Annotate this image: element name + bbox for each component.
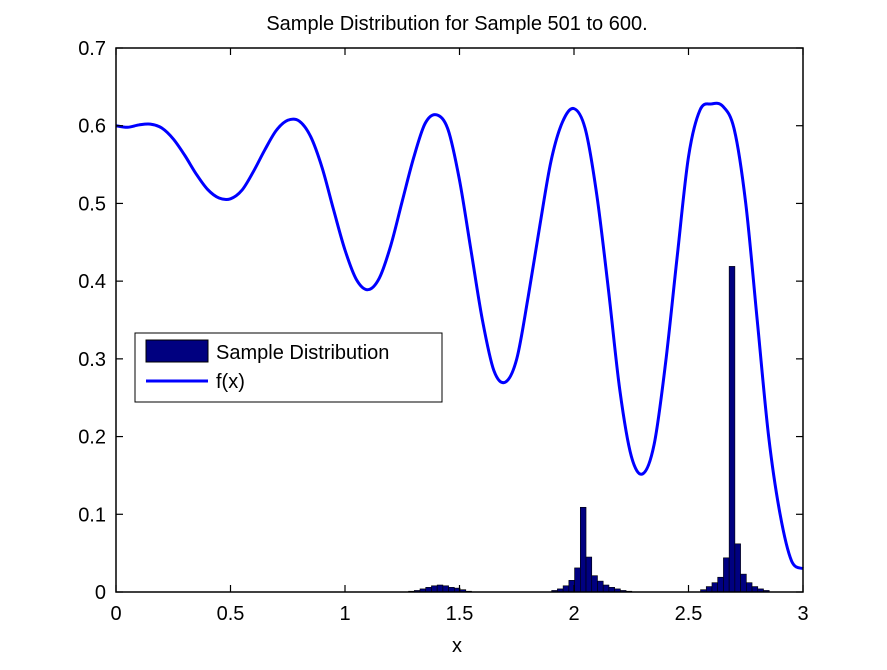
x-tick-label: 3 — [797, 603, 808, 625]
x-tick-label: 2 — [568, 603, 579, 625]
fx-line — [115, 101, 804, 571]
x-tick-label: 1.5 — [446, 603, 474, 625]
histogram-bar — [740, 573, 747, 593]
chart-title: Sample Distribution for Sample 501 to 60… — [266, 13, 647, 35]
x-axis-label: x — [452, 635, 462, 657]
y-tick-label: 0 — [95, 582, 106, 604]
y-tick-label: 0.6 — [78, 116, 106, 138]
histogram-bar — [711, 582, 718, 593]
histogram-bar — [574, 567, 581, 593]
x-tick-label: 0.5 — [217, 603, 245, 625]
histogram-bar — [746, 582, 753, 593]
histogram-bar — [705, 586, 713, 593]
histogram-bar — [436, 584, 444, 593]
y-tick-label: 0.4 — [78, 271, 106, 293]
x-tick-label: 1 — [339, 603, 350, 625]
histogram-bar — [591, 575, 598, 593]
histogram-bar — [597, 580, 604, 593]
y-tick-label: 0.7 — [78, 38, 106, 60]
ticks: 0 0.5 1 1.5 2 2.5 3 0 0.1 0.2 0.3 0.4 0.5 0.6 0.7 — [78, 38, 808, 625]
y-tick-label: 0.3 — [78, 349, 106, 371]
histogram-bar — [751, 586, 759, 593]
legend-bar-swatch — [145, 339, 209, 363]
histogram-bar — [585, 556, 593, 593]
y-tick-label: 0.5 — [78, 193, 106, 215]
y-tick-label: 0.1 — [78, 504, 106, 526]
x-tick-label: 2.5 — [675, 603, 703, 625]
histogram-bar — [728, 266, 736, 593]
y-tick-label: 0.2 — [78, 427, 106, 449]
plot-area — [116, 48, 803, 592]
legend: Sample Distribution f(x) — [134, 332, 443, 403]
legend-label-sample-distribution: Sample Distribution — [216, 342, 389, 364]
histogram-bar — [734, 543, 741, 593]
histogram-bar — [562, 585, 570, 593]
histogram-bar — [723, 557, 730, 593]
legend-label-fx: f(x) — [216, 371, 245, 393]
histogram-bar — [442, 585, 449, 593]
histogram-bar — [579, 506, 587, 593]
x-tick-label: 0 — [110, 603, 121, 625]
histogram-bar — [602, 584, 610, 593]
histogram-bar — [717, 576, 724, 593]
histogram-bar — [431, 585, 438, 593]
